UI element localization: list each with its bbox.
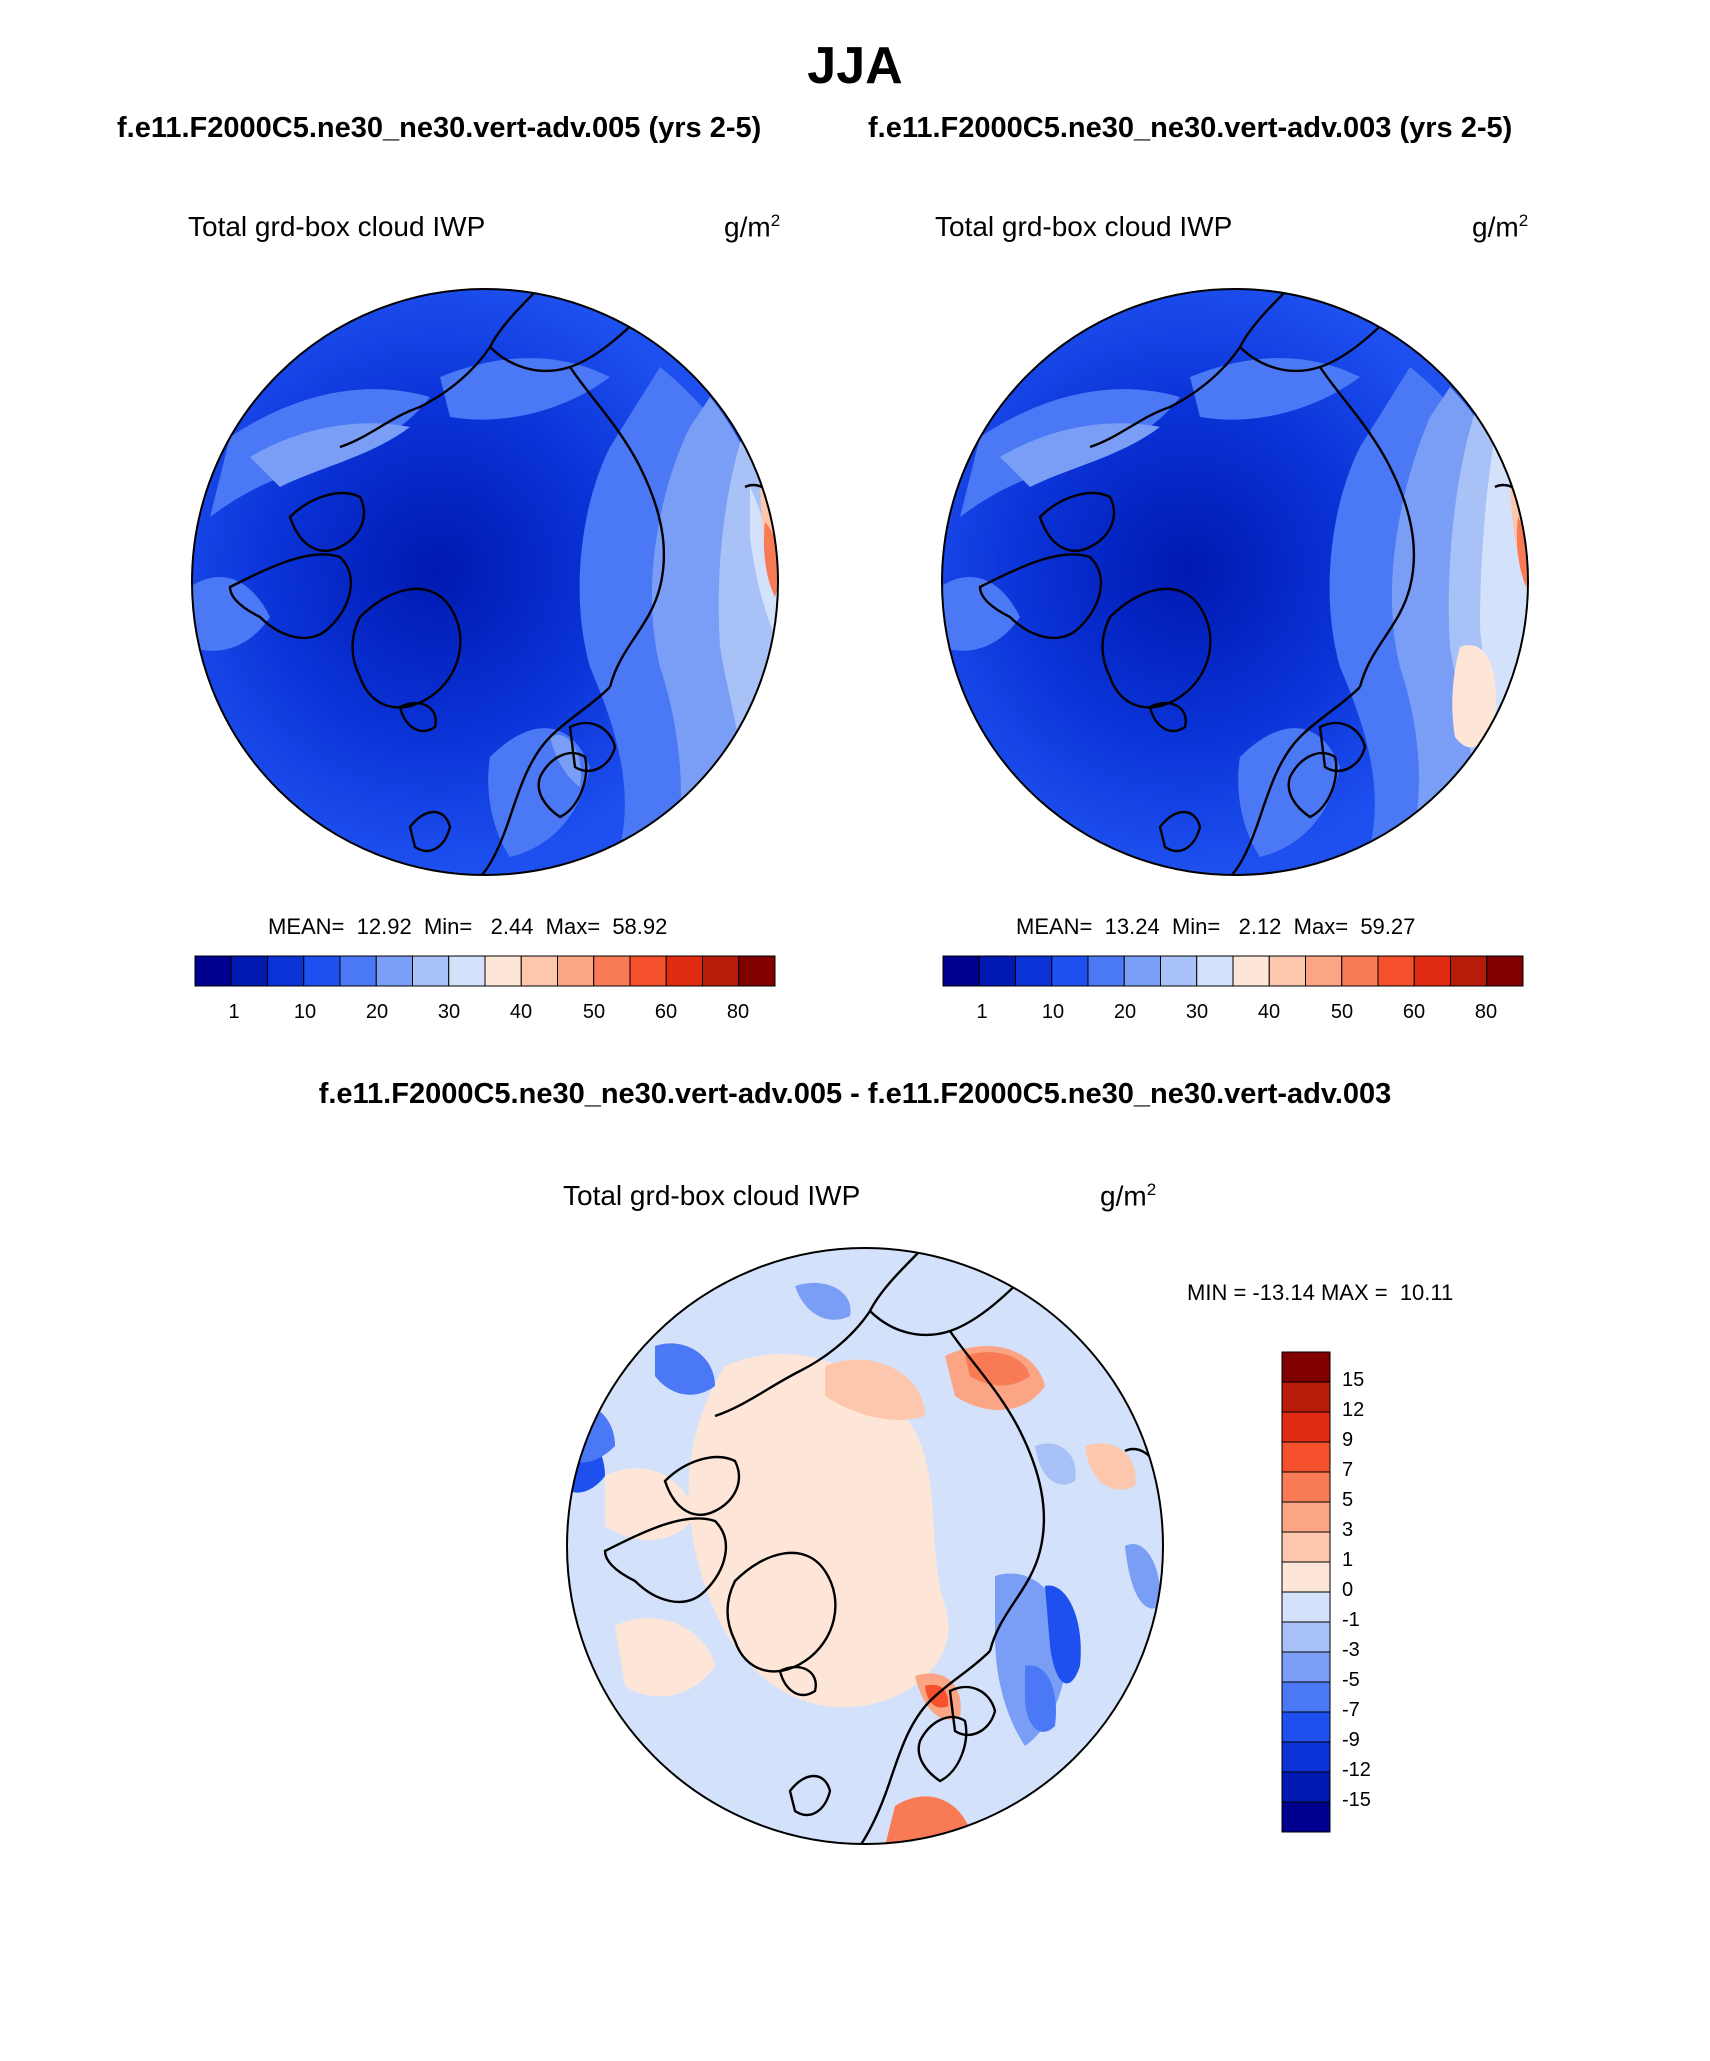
- panel-2-label: Total grd-box cloud IWP: [935, 211, 1233, 242]
- season-title: JJA: [807, 37, 903, 95]
- colorbar-box: [1281, 1621, 1331, 1653]
- colorbar-box: [1281, 1531, 1331, 1563]
- colorbar-box: [375, 955, 413, 987]
- colorbar-tick: -1: [1342, 1609, 1360, 1631]
- colorbar-tick: 7: [1342, 1459, 1354, 1481]
- colorbar-box: [1268, 955, 1306, 987]
- colorbar-box: [194, 955, 232, 987]
- colorbar-tick: 50: [582, 1001, 606, 1023]
- colorbar-box: [1123, 955, 1161, 987]
- colorbar-tick: 60: [1402, 1001, 1426, 1023]
- diff-panel-label: Total grd-box cloud IWP: [563, 1180, 861, 1211]
- panel-1-polar-map: [191, 288, 779, 876]
- colorbar-box: [629, 955, 667, 987]
- colorbar-box: [1486, 955, 1524, 987]
- panel-1-stats: MEAN= 12.92 Min= 2.44 Max= 58.92: [268, 914, 668, 939]
- colorbar-tick: 0: [1342, 1579, 1354, 1601]
- colorbar-box: [1196, 955, 1234, 987]
- colorbar-box: [1281, 1651, 1331, 1683]
- colorbar-tick: -12: [1342, 1759, 1371, 1781]
- colorbar-tick: 10: [293, 1001, 317, 1023]
- colorbar-box: [1051, 955, 1089, 987]
- colorbar-tick: -15: [1342, 1789, 1371, 1811]
- colorbar-box: [1281, 1501, 1331, 1533]
- colorbar-box: [1281, 1681, 1331, 1713]
- colorbar-tick: -7: [1342, 1699, 1360, 1721]
- colorbar-box: [1413, 955, 1451, 987]
- colorbar-tick: 1: [228, 1001, 240, 1023]
- colorbar-tick: 30: [1185, 1001, 1209, 1023]
- panel-2-polar-map: [941, 288, 1529, 876]
- colorbar-box: [942, 955, 980, 987]
- colorbar-box: [1160, 955, 1198, 987]
- difference-title: f.e11.F2000C5.ne30_ne30.vert-adv.005 - f…: [318, 1078, 1392, 1110]
- diff-colorbar: [1281, 1351, 1331, 1833]
- colorbar-box: [267, 955, 305, 987]
- colorbar-box: [484, 955, 522, 987]
- colorbar-box: [1305, 955, 1343, 987]
- colorbar-box: [230, 955, 268, 987]
- panel-1-units: g/m2: [724, 211, 781, 243]
- colorbar-tick: 20: [1113, 1001, 1137, 1023]
- diff-min-max: MIN = -13.14 MAX = 10.11: [1187, 1280, 1454, 1305]
- colorbar-tick: 40: [1257, 1001, 1281, 1023]
- colorbar-box: [1232, 955, 1270, 987]
- colorbar-tick: 30: [437, 1001, 461, 1023]
- colorbar-box: [1450, 955, 1488, 987]
- colorbar-box: [1281, 1441, 1331, 1473]
- colorbar-box: [520, 955, 558, 987]
- diff-polar-map: [566, 1247, 1164, 1845]
- colorbar-box: [1087, 955, 1125, 987]
- colorbar-box: [1281, 1351, 1331, 1383]
- case-title-right: f.e11.F2000C5.ne30_ne30.vert-adv.003 (yr…: [868, 112, 1513, 144]
- colorbar-tick: 10: [1041, 1001, 1065, 1023]
- colorbar-box: [1281, 1801, 1331, 1833]
- colorbar-box: [448, 955, 486, 987]
- colorbar-box: [1281, 1561, 1331, 1593]
- colorbar-box: [412, 955, 450, 987]
- panel-1-colorbar: [194, 955, 776, 987]
- colorbar-box: [738, 955, 776, 987]
- panel-1-label: Total grd-box cloud IWP: [188, 211, 486, 242]
- colorbar-tick: 40: [509, 1001, 533, 1023]
- colorbar-tick: -3: [1342, 1639, 1360, 1661]
- colorbar-tick: 80: [1474, 1001, 1498, 1023]
- colorbar-tick: 5: [1342, 1489, 1354, 1511]
- colorbar-box: [702, 955, 740, 987]
- colorbar-box: [1281, 1771, 1331, 1803]
- colorbar-tick: 1: [976, 1001, 988, 1023]
- colorbar-tick: 60: [654, 1001, 678, 1023]
- colorbar-tick: 15: [1342, 1369, 1365, 1391]
- colorbar-box: [593, 955, 631, 987]
- colorbar-box: [1281, 1591, 1331, 1623]
- colorbar-box: [978, 955, 1016, 987]
- colorbar-box: [1281, 1741, 1331, 1773]
- colorbar-box: [303, 955, 341, 987]
- panel-2-colorbar: [942, 955, 1524, 987]
- colorbar-tick: 12: [1342, 1399, 1365, 1421]
- colorbar-box: [1015, 955, 1053, 987]
- colorbar-box: [1281, 1711, 1331, 1743]
- colorbar-box: [557, 955, 595, 987]
- colorbar-tick: -9: [1342, 1729, 1360, 1751]
- colorbar-box: [1281, 1411, 1331, 1443]
- colorbar-tick: 20: [365, 1001, 389, 1023]
- panel-2-stats: MEAN= 13.24 Min= 2.12 Max= 59.27: [1016, 914, 1416, 939]
- colorbar-tick: 3: [1342, 1519, 1354, 1541]
- colorbar-tick: 9: [1342, 1429, 1354, 1451]
- colorbar-tick: -5: [1342, 1669, 1360, 1691]
- diff-panel-units: g/m2: [1100, 1180, 1157, 1212]
- colorbar-box: [1281, 1381, 1331, 1413]
- colorbar-box: [665, 955, 703, 987]
- colorbar-tick: 1: [1342, 1549, 1354, 1571]
- colorbar-box: [339, 955, 377, 987]
- case-title-left: f.e11.F2000C5.ne30_ne30.vert-adv.005 (yr…: [117, 112, 762, 144]
- colorbar-tick: 50: [1330, 1001, 1354, 1023]
- colorbar-box: [1281, 1471, 1331, 1503]
- panel-2-units: g/m2: [1472, 211, 1529, 243]
- colorbar-box: [1377, 955, 1415, 987]
- colorbar-box: [1341, 955, 1379, 987]
- colorbar-tick: 80: [726, 1001, 750, 1023]
